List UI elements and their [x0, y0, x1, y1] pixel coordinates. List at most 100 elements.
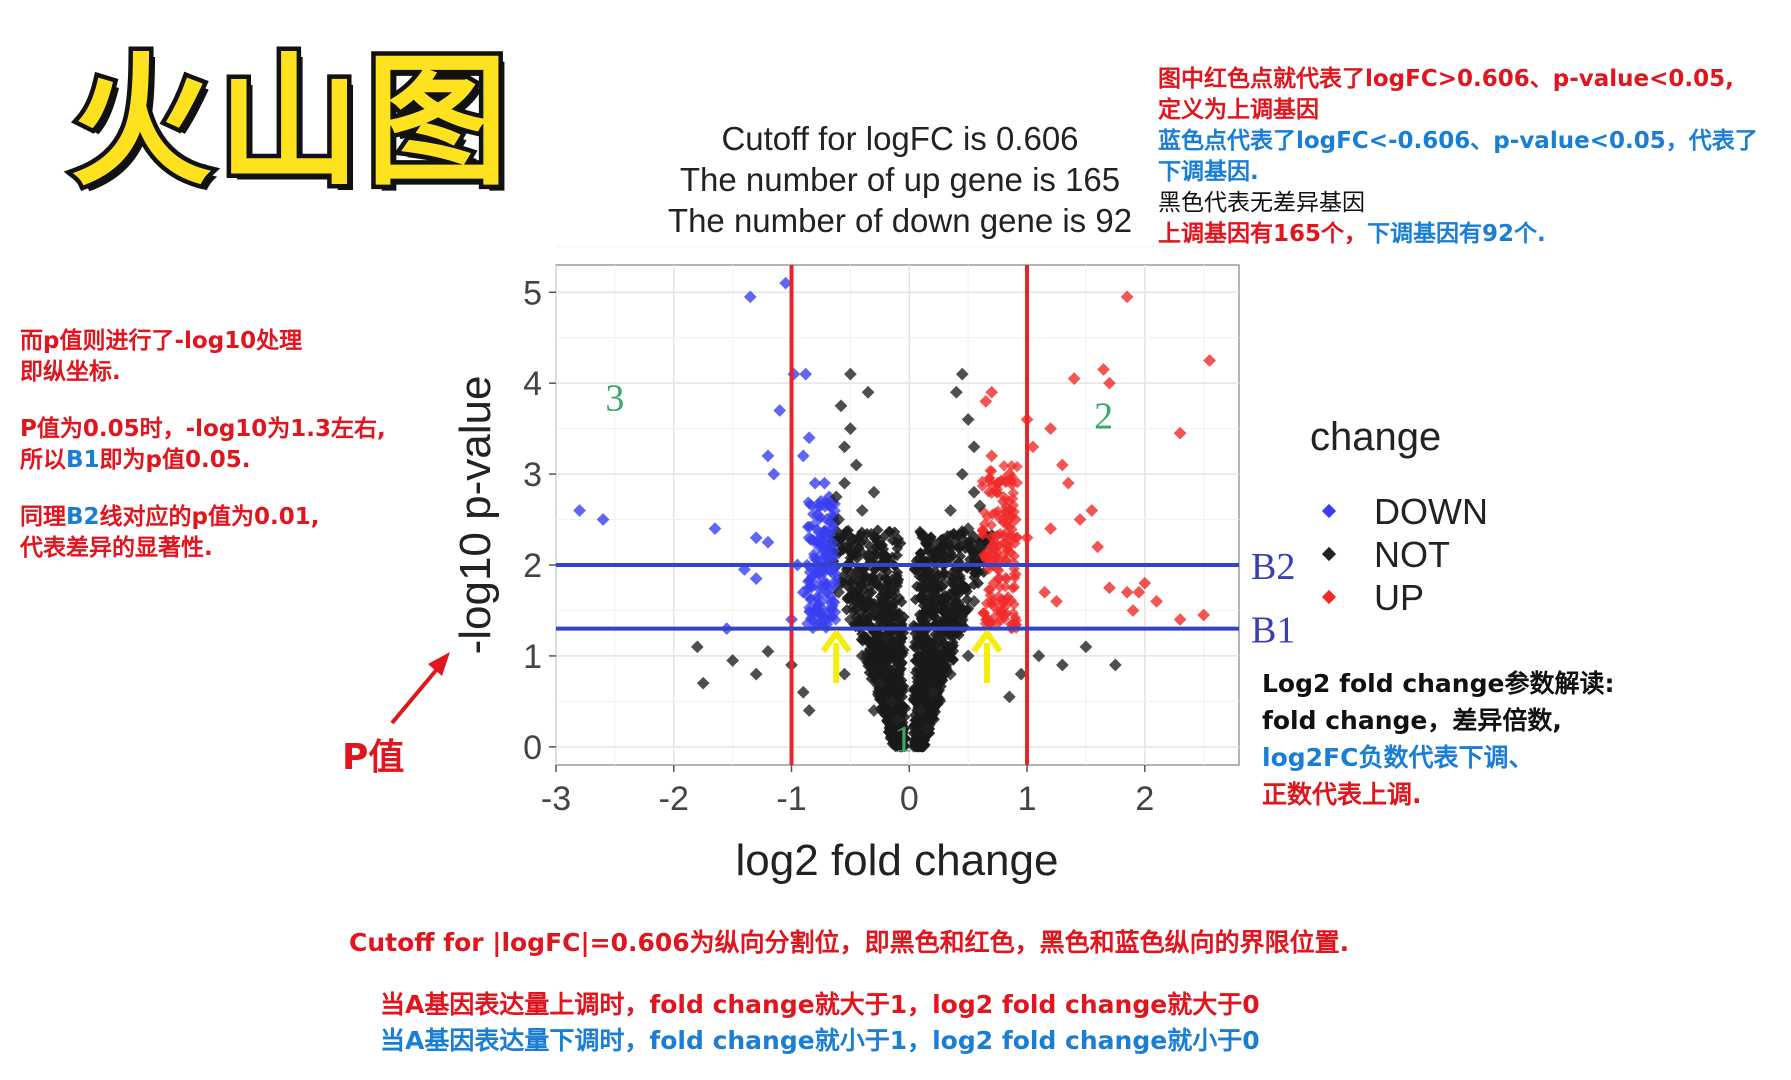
point-up-dense — [1005, 594, 1017, 607]
left-note-5a: 同理 — [20, 504, 66, 530]
legend-title: change — [1310, 415, 1442, 459]
right-bottom-note-4: 正数代表上调. — [1262, 780, 1422, 809]
point-up-dense — [984, 464, 996, 477]
right-top-note-2: 定义为上调基因 — [1158, 97, 1319, 123]
point-not-dense — [856, 617, 868, 629]
legend-label-down: DOWN — [1374, 491, 1488, 532]
x-tick-label: 1 — [1018, 780, 1037, 818]
right-top-note-5: 黑色代表无差异基因 — [1158, 190, 1365, 216]
point-not-dense — [867, 571, 879, 583]
point-not-dense — [879, 615, 891, 628]
point-not-dense — [924, 638, 937, 650]
chart-title-line-1: Cutoff for logFC is 0.606 — [721, 120, 1079, 157]
point-not-dense — [876, 539, 889, 551]
point-not-dense — [916, 572, 928, 584]
point-not-dense — [879, 709, 891, 721]
point-up-dense — [1006, 492, 1019, 505]
legend-marker-not — [1321, 547, 1337, 562]
point-not-dense — [891, 542, 903, 555]
point-not-dense — [952, 541, 965, 553]
point-not-dense — [855, 578, 867, 591]
chart-title-line-3: The number of down gene is 92 — [667, 202, 1133, 239]
point-not-dense — [864, 643, 876, 655]
legend-label-up: UP — [1374, 577, 1425, 618]
point-up-dense — [993, 564, 1005, 577]
x-tick-label: 0 — [900, 780, 919, 818]
legend-entry-up: UP — [1310, 577, 1424, 619]
left-note-4a: 所以 — [20, 447, 66, 473]
point-not-dense — [946, 641, 959, 653]
point-down-dense — [817, 587, 829, 600]
chart-title-line-2: The number of up gene is 165 — [679, 161, 1121, 198]
point-up-dense — [1002, 544, 1014, 557]
point-up-dense — [995, 606, 1007, 618]
point-not-dense — [968, 567, 981, 579]
point-down-dense — [804, 593, 816, 606]
point-not-dense — [920, 603, 933, 615]
point-not-dense — [926, 700, 939, 712]
point-down-dense — [805, 614, 818, 626]
point-not-dense — [915, 655, 927, 667]
left-note-5c: 线对应的p值为0.01, — [99, 504, 320, 530]
point-not-dense — [858, 534, 870, 547]
point-not-dense — [916, 674, 929, 686]
point-not-dense — [948, 592, 961, 604]
point-not-dense — [856, 526, 868, 538]
point-not-dense — [925, 677, 937, 689]
point-not-dense — [873, 658, 886, 671]
point-not-dense — [873, 639, 885, 652]
legend-marker-down — [1321, 504, 1337, 519]
point-up-dense — [999, 553, 1012, 566]
x-tick-label: -1 — [776, 780, 806, 818]
point-not-dense — [884, 670, 896, 682]
point-not-dense — [845, 547, 857, 559]
point-down-dense — [802, 575, 814, 588]
point-up-dense — [1011, 531, 1023, 543]
point-up-dense — [999, 527, 1012, 539]
point-not-dense — [923, 571, 935, 584]
point-not-dense — [924, 665, 936, 677]
legend-entry-not: NOT — [1310, 534, 1450, 576]
region-label: 3 — [605, 377, 624, 419]
point-not-dense — [947, 579, 959, 591]
bottom-note-2: 当A基因表达量上调时，fold change就大于1，log2 fold cha… — [380, 990, 1260, 1019]
point-not-dense — [863, 587, 875, 599]
point-not-dense — [909, 718, 921, 730]
point-not-dense — [927, 609, 939, 621]
point-not-dense — [891, 683, 903, 695]
point-not-dense — [937, 655, 949, 667]
y-tick-label: 0 — [523, 729, 542, 767]
point-not-dense — [930, 571, 943, 583]
point-not-dense — [972, 577, 984, 589]
point-not-dense — [891, 670, 903, 682]
point-not-dense — [891, 549, 903, 562]
point-not-dense — [844, 582, 856, 595]
point-not-dense — [893, 648, 905, 660]
point-up-dense — [981, 511, 993, 523]
point-up-dense — [1001, 506, 1013, 518]
point-up-dense — [976, 525, 989, 537]
point-up-dense — [982, 584, 995, 596]
right-top-note-6a: 上调基因有165个， — [1158, 221, 1368, 247]
point-not-dense — [958, 582, 971, 595]
left-note-1: 而p值则进行了-log10处理 — [20, 328, 303, 354]
cutoff-lines: B2 B1 — [556, 265, 1295, 765]
point-up-dense — [985, 519, 997, 531]
point-not-dense — [884, 644, 896, 657]
point-not-dense — [866, 652, 878, 665]
point-not-dense — [963, 541, 975, 554]
point-not-dense — [896, 704, 908, 716]
point-down-dense — [808, 548, 820, 560]
left-note-5: 同理B2线对应的p值为0.01, — [20, 502, 386, 533]
point-down-dense — [813, 569, 825, 581]
point-down-dense — [804, 521, 816, 533]
point-not-dense — [868, 530, 880, 542]
chart-title: Cutoff for logFC is 0.606 The number of … — [640, 118, 1160, 241]
point-up-dense — [1011, 477, 1024, 489]
right-top-note-3: 蓝色点代表了logFC<-0.606、p-value<0.05，代表了 — [1158, 128, 1758, 154]
point-not-dense — [941, 530, 954, 542]
point-not-dense — [913, 729, 925, 741]
legend-marker-up — [1321, 590, 1337, 605]
left-note-2: 即纵坐标. — [20, 359, 121, 385]
